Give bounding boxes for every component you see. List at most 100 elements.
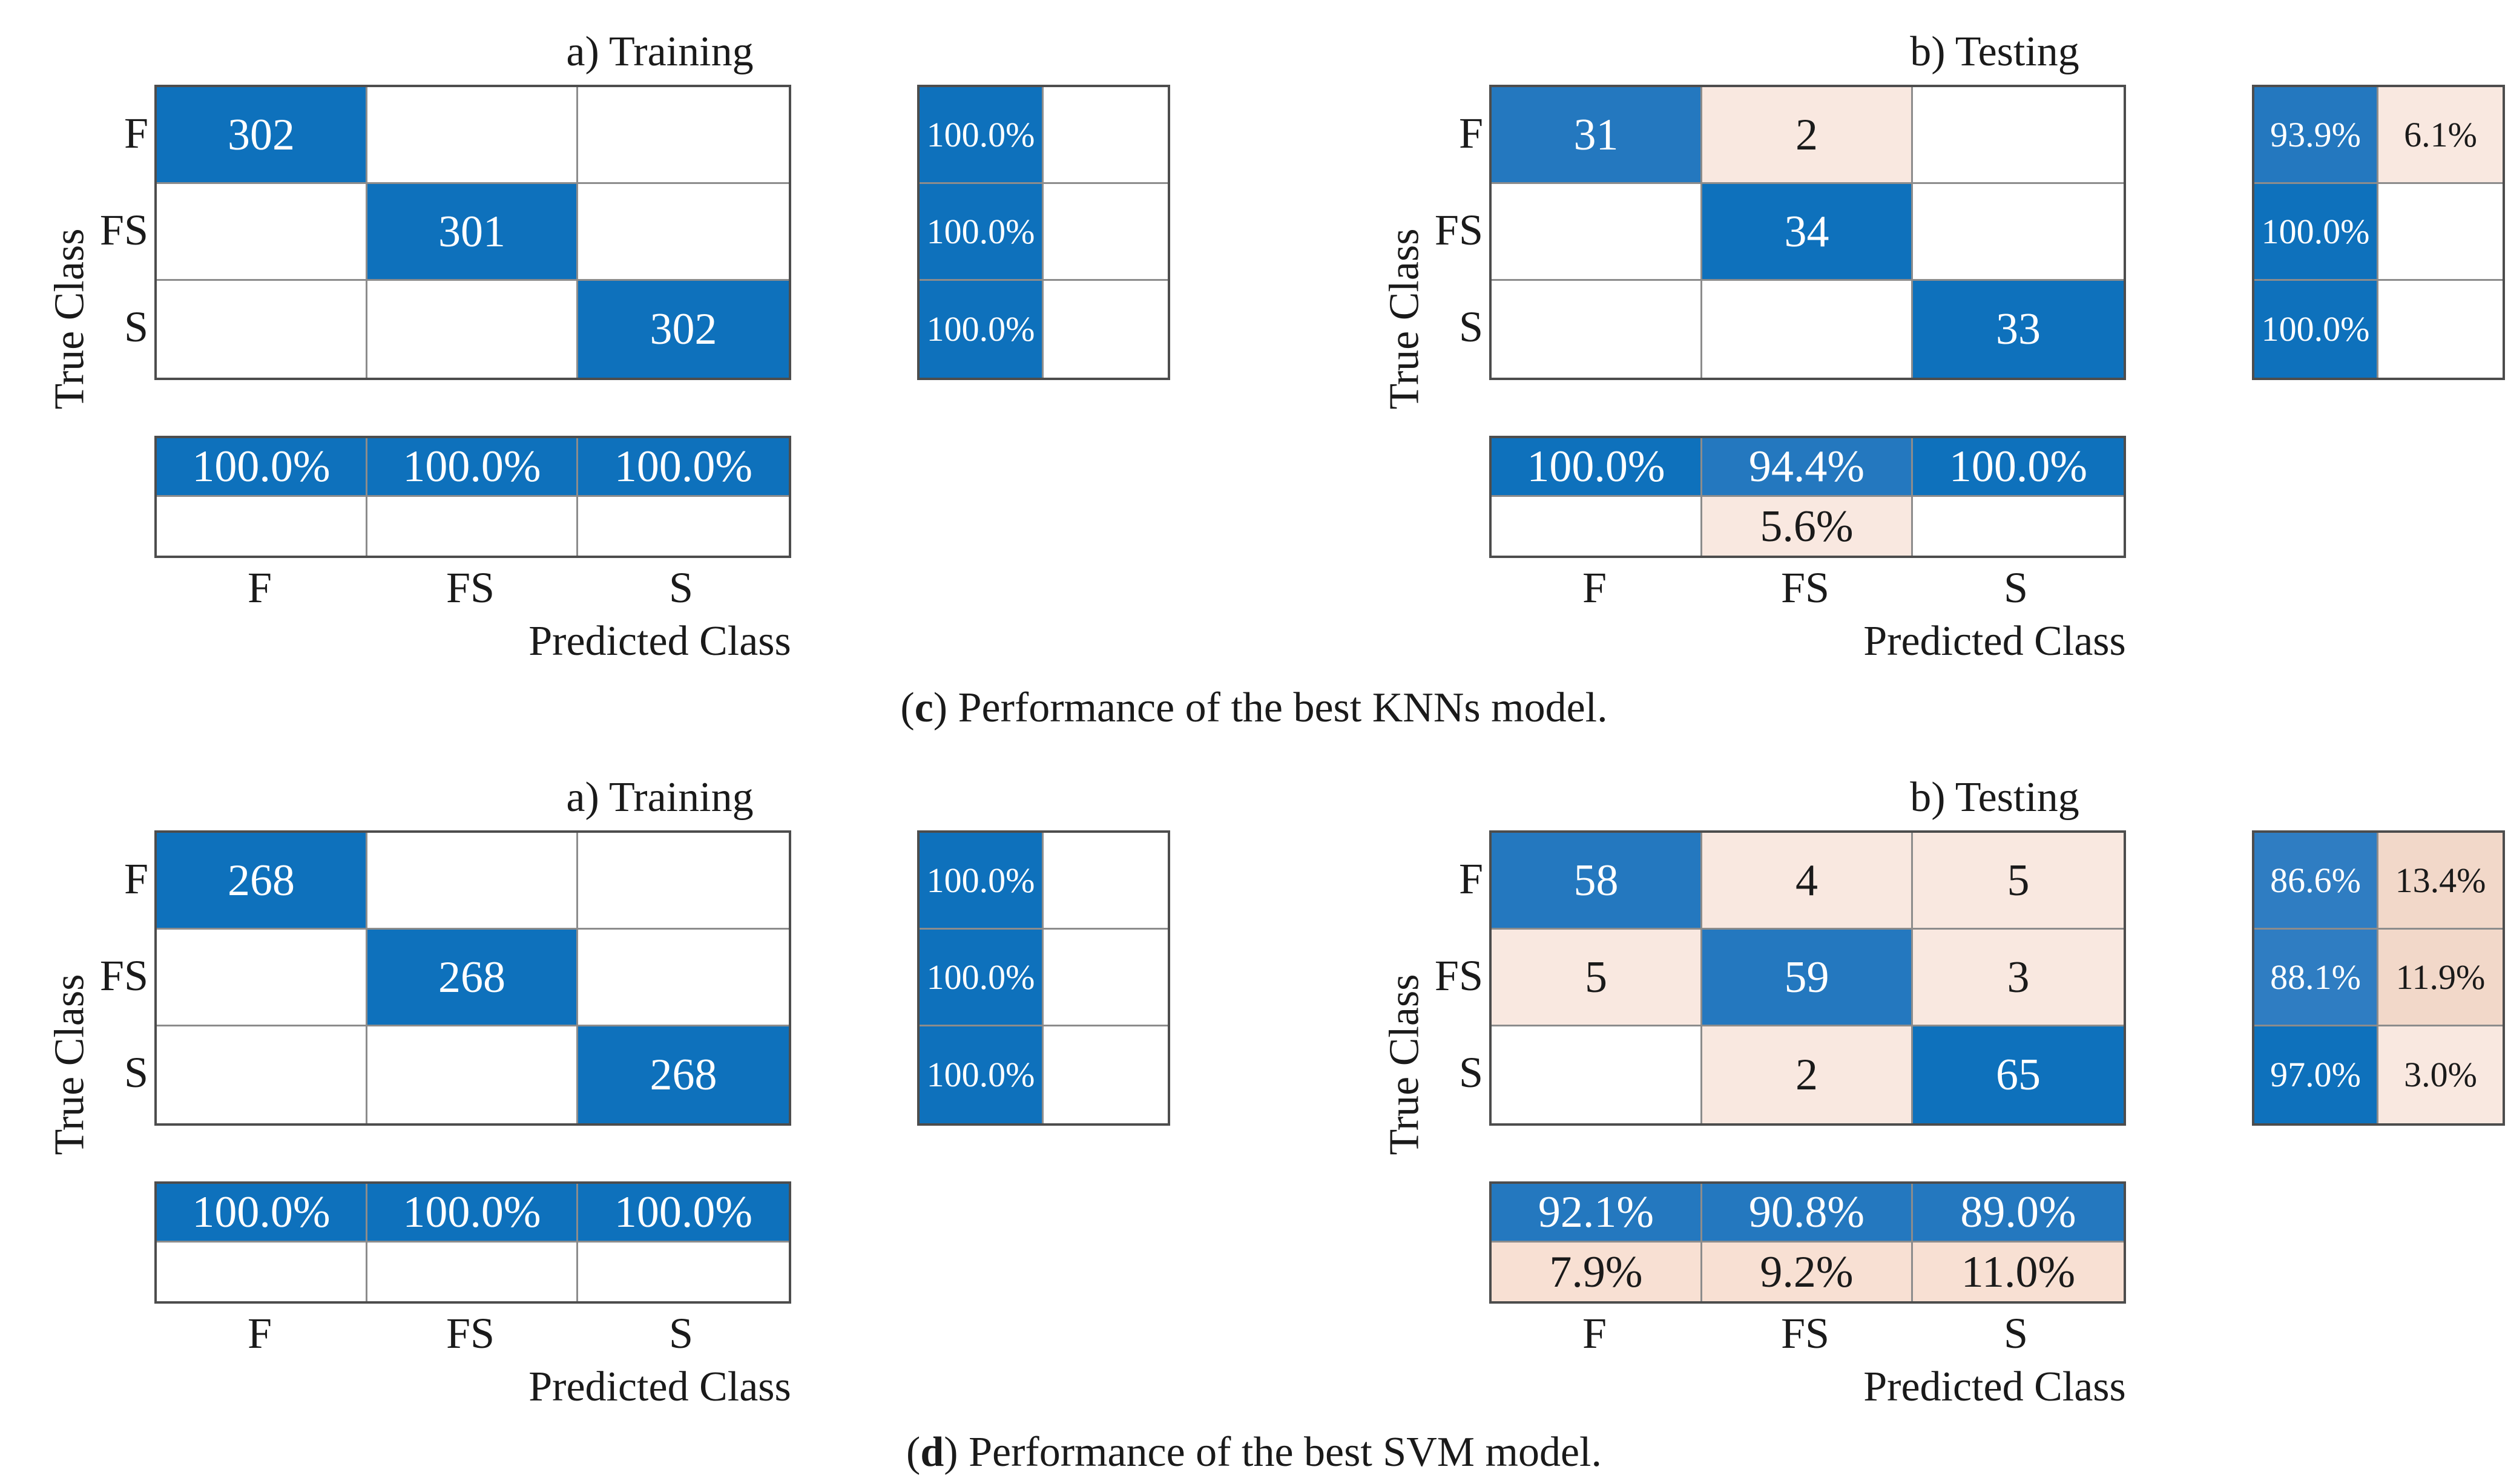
- confusion-matrix-cell: [157, 930, 367, 1026]
- row-summary: 100.0% 100.0% 100.0%: [917, 830, 1170, 1126]
- row-summary-cell: 3.0%: [2378, 1026, 2503, 1123]
- row-summary-cell: [2378, 184, 2503, 281]
- column-summary-cell: 11.0%: [1913, 1243, 2124, 1301]
- caption-svm: (d) Performance of the best SVM model.: [0, 1428, 2508, 1477]
- caption-open: (: [906, 1429, 921, 1476]
- column-summary-cell: 100.0%: [578, 1184, 789, 1243]
- confusion-matrix-cell: [578, 184, 789, 281]
- confusion-matrix-cell: 4: [1702, 833, 1913, 930]
- confusion-matrix-cell: 59: [1702, 930, 1913, 1026]
- row-label: FS: [1434, 951, 1483, 1000]
- confusion-matrix-cell: 5: [1913, 833, 2124, 930]
- y-axis-label-text: True Class: [46, 974, 93, 1155]
- confusion-matrix-cell: 31: [1492, 87, 1702, 184]
- row-summary: 93.9% 6.1% 100.0% 100.0%: [2252, 85, 2505, 380]
- x-axis-label: Predicted Class: [528, 1364, 791, 1410]
- confusion-matrix-cell: [578, 833, 789, 930]
- panel-title: b) Testing: [1910, 28, 2079, 75]
- confusion-matrix-cell: 268: [367, 930, 578, 1026]
- row-label: S: [1458, 1048, 1483, 1097]
- confusion-matrix-cell: 34: [1702, 184, 1913, 281]
- row-label: S: [123, 1048, 148, 1097]
- x-axis-label: Predicted Class: [528, 618, 791, 665]
- row-summary-cell: 100.0%: [2254, 184, 2378, 281]
- column-summary-cell: [367, 1243, 578, 1301]
- row-label: F: [123, 108, 148, 157]
- column-summary-cell: [578, 1243, 789, 1301]
- confusion-matrix-cell: [157, 184, 367, 281]
- row-summary-cell: 100.0%: [920, 930, 1044, 1026]
- row-label: S: [123, 302, 148, 351]
- y-axis-label-text: True Class: [1381, 228, 1427, 410]
- confusion-matrix-cell: 268: [578, 1026, 789, 1123]
- row-summary-cell: [1044, 1026, 1168, 1123]
- panel-title: a) Training: [566, 774, 754, 821]
- row-summary-cell: 13.4%: [2378, 833, 2503, 930]
- column-summary-cell: [367, 497, 578, 556]
- tick-label: S: [668, 1309, 694, 1358]
- confusion-matrix-cell: 3: [1913, 930, 2124, 1026]
- confusion-matrix-cell: 65: [1913, 1026, 2124, 1123]
- column-summary: 100.0% 100.0% 100.0%: [154, 436, 791, 558]
- tick-label: FS: [1780, 1309, 1830, 1358]
- confusion-matrix-cell: [1913, 184, 2124, 281]
- caption-letter: c: [914, 685, 933, 731]
- panel-title: a) Training: [566, 28, 754, 75]
- caption-knn: (c) Performance of the best KNNs model.: [0, 684, 2508, 732]
- tick-label: S: [2003, 1309, 2029, 1358]
- confusion-matrix-cell: 268: [157, 833, 367, 930]
- confusion-matrix-cell: 33: [1913, 281, 2124, 378]
- tick-label: F: [247, 563, 272, 612]
- tick-label: F: [1582, 563, 1607, 612]
- confusion-matrix-cell: [578, 87, 789, 184]
- column-summary-cell: 90.8%: [1702, 1184, 1913, 1243]
- confusion-matrix-cell: [1702, 281, 1913, 378]
- confusion-matrix-cell: [1492, 1026, 1702, 1123]
- row-summary-cell: 97.0%: [2254, 1026, 2378, 1123]
- confusion-matrix-cell: 2: [1702, 1026, 1913, 1123]
- tick-label: S: [2003, 563, 2029, 612]
- caption-letter: d: [920, 1429, 944, 1476]
- x-axis-label: Predicted Class: [1863, 1364, 2126, 1410]
- panel-svm-testing: b) Testing 58 4 5 5 59 3 2 65 86.6% 13.4% 88.1% 11.9…: [1381, 764, 2508, 1417]
- tick-label: FS: [446, 563, 495, 612]
- panel-knn-testing: b) Testing 31 2 34 33 93.9% 6.1% 100.0% 100.0% 10…: [1381, 18, 2508, 672]
- row-summary-cell: 86.6%: [2254, 833, 2378, 930]
- y-axis-label-text: True Class: [46, 228, 93, 410]
- row-label: F: [1458, 108, 1483, 157]
- tick-label: F: [247, 1309, 272, 1358]
- row-summary-cell: 100.0%: [920, 833, 1044, 930]
- column-summary-cell: 7.9%: [1492, 1243, 1702, 1301]
- row-summary-cell: 100.0%: [2254, 281, 2378, 378]
- row-label: FS: [99, 951, 148, 1000]
- tick-label: FS: [446, 1309, 495, 1358]
- confusion-matrix: 31 2 34 33: [1489, 85, 2126, 380]
- confusion-matrix-cell: 301: [367, 184, 578, 281]
- confusion-matrix-cell: [1492, 184, 1702, 281]
- column-summary: 100.0% 94.4% 100.0% 5.6%: [1489, 436, 2126, 558]
- confusion-matrix: 268 268 268: [154, 830, 791, 1126]
- row-summary-cell: 11.9%: [2378, 930, 2503, 1026]
- y-axis-label: True Class: [1380, 85, 1429, 553]
- row-label: FS: [99, 205, 148, 254]
- row-label: FS: [1434, 205, 1483, 254]
- column-summary: 100.0% 100.0% 100.0%: [154, 1181, 791, 1304]
- confusion-matrix-cell: [367, 1026, 578, 1123]
- row-summary-cell: 6.1%: [2378, 87, 2503, 184]
- tick-label: F: [1582, 1309, 1607, 1358]
- row-summary-cell: 93.9%: [2254, 87, 2378, 184]
- confusion-matrix-cell: [367, 833, 578, 930]
- confusion-matrix-cell: 2: [1702, 87, 1913, 184]
- row-summary-cell: [1044, 833, 1168, 930]
- confusion-matrix-cell: [367, 281, 578, 378]
- row-summary-cell: 100.0%: [920, 1026, 1044, 1123]
- column-summary-cell: 100.0%: [367, 438, 578, 497]
- confusion-matrix-cell: 5: [1492, 930, 1702, 1026]
- column-summary-cell: 100.0%: [578, 438, 789, 497]
- panel-svm-training: a) Training 268 268 268 100.0% 100.0% 100.0% 10…: [46, 764, 1292, 1417]
- x-axis-label: Predicted Class: [1863, 618, 2126, 665]
- column-summary-cell: 89.0%: [1913, 1184, 2124, 1243]
- row-summary: 86.6% 13.4% 88.1% 11.9% 97.0% 3.0%: [2252, 830, 2505, 1126]
- confusion-matrix: 58 4 5 5 59 3 2 65: [1489, 830, 2126, 1126]
